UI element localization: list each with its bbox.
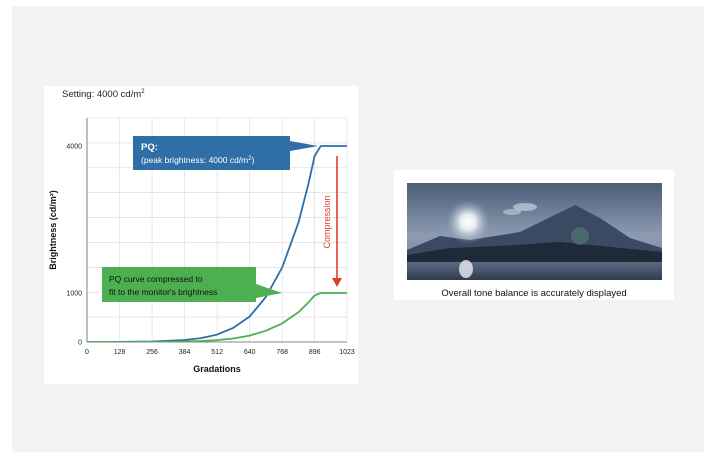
compression-arrow-head <box>332 278 342 287</box>
x-tick-label: 1023 <box>339 349 355 356</box>
y-axis-title: Brightness (cd/m²) <box>48 190 58 270</box>
pq-callout <box>133 136 318 170</box>
pq-callout-subtitle: (peak brightness: 4000 cd/m2) <box>141 155 255 165</box>
pq-curve <box>87 145 347 342</box>
x-tick-label: 384 <box>179 349 191 356</box>
setting-label: Setting: 4000 cd/m2 <box>62 89 145 101</box>
chart-card <box>44 86 358 384</box>
chart-ticks: 0 128 256 384 512 640 768 896 1023 0 1000 4000 <box>66 144 354 357</box>
compressed-pq-curve <box>87 292 347 342</box>
y-tick-label: 4000 <box>66 144 82 151</box>
x-axis-title: Gradations <box>193 364 241 374</box>
x-tick-label: 256 <box>146 349 158 356</box>
x-tick-label: 640 <box>244 349 256 356</box>
mountain-lake-sunset-image <box>407 183 662 280</box>
y-tick-label: 1000 <box>66 291 82 298</box>
x-tick-label: 512 <box>211 349 223 356</box>
x-tick-label: 896 <box>309 349 321 356</box>
y-tick-label: 0 <box>78 340 82 347</box>
x-tick-label: 0 <box>85 349 89 356</box>
x-tick-label: 128 <box>114 349 126 356</box>
compressed-callout-line1: PQ curve compressed to <box>109 274 203 284</box>
compressed-callout-line2: fit to the monitor's brightness <box>109 287 217 297</box>
photo-caption: Overall tone balance is accurately displ… <box>441 288 627 299</box>
compression-label: Compression <box>322 195 332 248</box>
compressed-callout <box>102 267 282 302</box>
pq-callout-title: PQ: <box>141 142 158 153</box>
x-tick-label: 768 <box>276 349 288 356</box>
chart-series <box>87 145 347 342</box>
